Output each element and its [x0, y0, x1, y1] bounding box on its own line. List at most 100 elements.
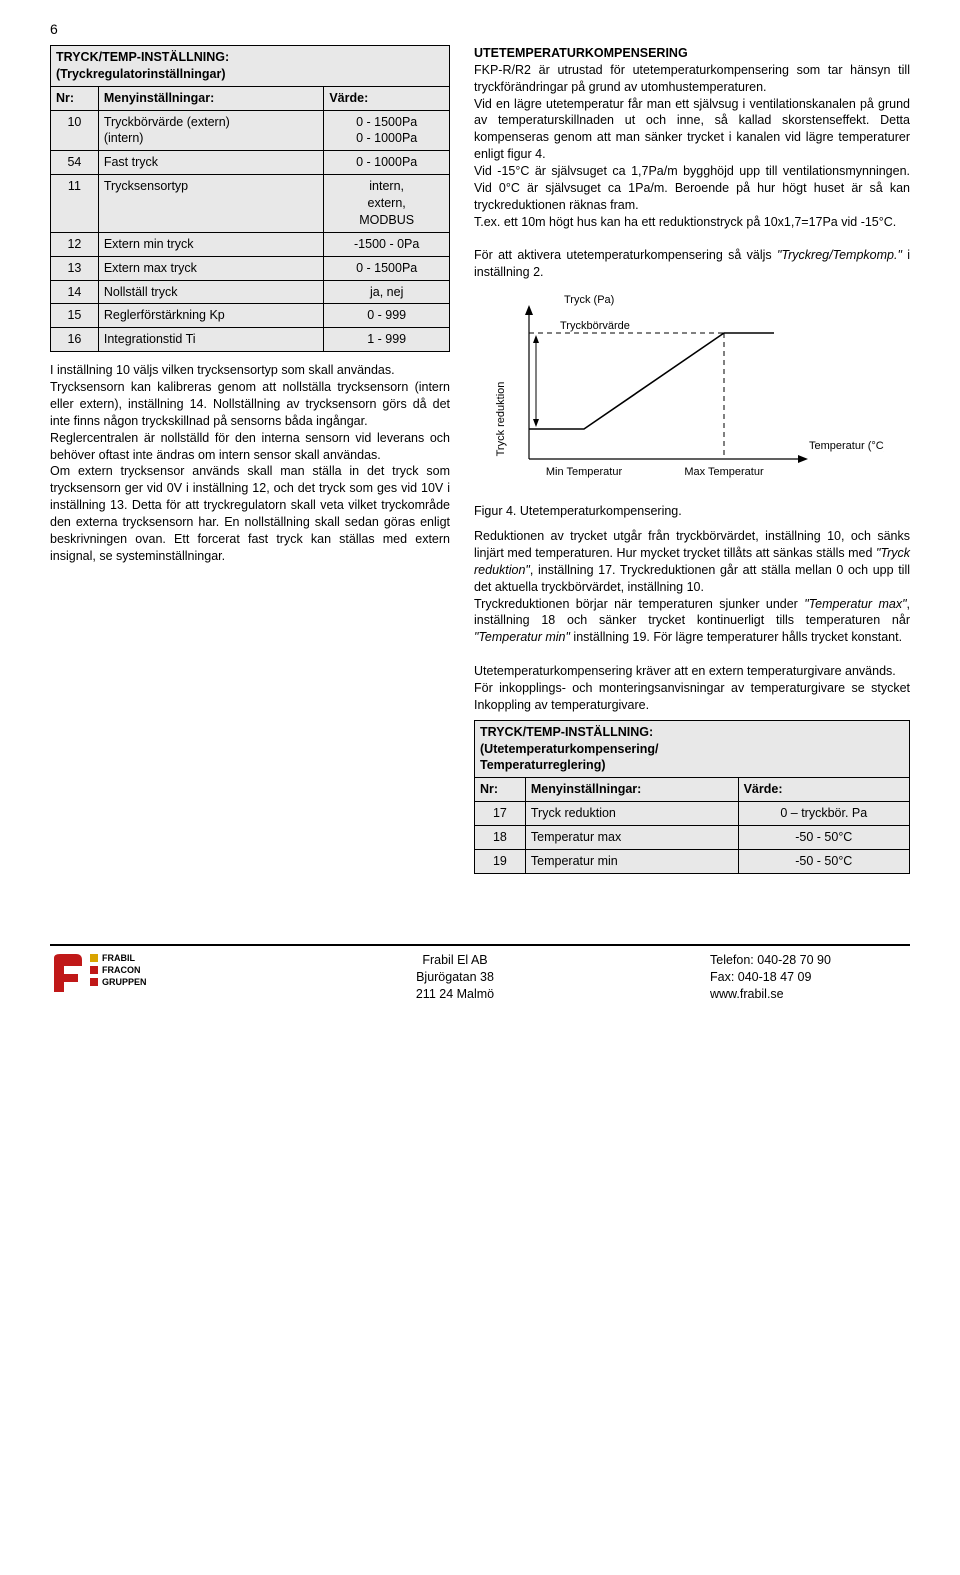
- table2-title-line1: TRYCK/TEMP-INSTÄLLNING:: [480, 725, 653, 739]
- right-para-1: FKP-R/R2 är utrustad för utetemperaturko…: [474, 63, 910, 94]
- settings-table-1: TRYCK/TEMP-INSTÄLLNING: (Tryckregulatori…: [50, 45, 450, 352]
- table-cell: Reglerförstärkning Kp: [98, 304, 323, 328]
- chart-x-tick-min: Min Temperatur: [546, 466, 623, 478]
- left-para-1: I inställning 10 väljs vilken trycksenso…: [50, 362, 450, 379]
- table-cell: -50 - 50°C: [738, 849, 909, 873]
- right-intro: UTETEMPERATURKOMPENSERING FKP-R/R2 är ut…: [474, 45, 910, 96]
- right-column: UTETEMPERATURKOMPENSERING FKP-R/R2 är ut…: [474, 45, 910, 884]
- right-heading: UTETEMPERATURKOMPENSERING: [474, 46, 688, 60]
- two-column-layout: TRYCK/TEMP-INSTÄLLNING: (Tryckregulatori…: [50, 45, 910, 884]
- table-cell: 17: [475, 802, 526, 826]
- table-cell: Nollställ tryck: [98, 280, 323, 304]
- right-para7d: "Temperatur min": [474, 630, 570, 644]
- brand-color-square: [90, 978, 98, 986]
- chart-top-label: Tryck (Pa): [564, 294, 614, 306]
- chart-figure-4: Tryck (Pa) Tryck reduktion Tryckbörvärde: [474, 289, 910, 499]
- table-cell: Tryckbörvärde (extern) (intern): [98, 110, 323, 151]
- brand-color-square: [90, 966, 98, 974]
- table-cell: Fast tryck: [98, 151, 323, 175]
- right-para7a: Tryckreduktionen börjar när temperaturen…: [474, 597, 804, 611]
- table-cell: 13: [51, 256, 99, 280]
- right-para-3: Vid -15°C är självsuget ca 1,7Pa/m byggh…: [474, 163, 910, 214]
- footer-company: Frabil El AB: [240, 952, 670, 969]
- footer-brand-line: GRUPPEN: [90, 976, 200, 988]
- table-cell: 19: [475, 849, 526, 873]
- brand-name: GRUPPEN: [102, 976, 147, 988]
- footer-brand-line: FRACON: [90, 964, 200, 976]
- footer-contact: Telefon: 040-28 70 90 Fax: 040-18 47 09 …: [710, 952, 910, 1003]
- chart-x-label: Temperatur (°C): [809, 440, 884, 452]
- right-para-4: T.ex. ett 10m högt hus kan ha ett redukt…: [474, 214, 910, 231]
- brand-name: FRACON: [102, 964, 141, 976]
- footer-addr1: Bjurögatan 38: [240, 969, 670, 986]
- table2-title-line2: (Utetemperaturkompensering/: [480, 742, 659, 756]
- table2-head-value: Värde:: [738, 778, 909, 802]
- table2-head-nr: Nr:: [475, 778, 526, 802]
- table-cell: 0 – tryckbör. Pa: [738, 802, 909, 826]
- right-para6c: , inställning 17. Tryckreduktionen går a…: [474, 563, 910, 594]
- table1-head-value: Värde:: [324, 86, 450, 110]
- figure-4-caption: Figur 4. Utetemperaturkompensering.: [474, 503, 910, 520]
- footer-brand-line: FRABIL: [90, 952, 200, 964]
- left-para-4: Om extern trycksensor används skall man …: [50, 463, 450, 564]
- table1-head-label: Menyinställningar:: [98, 86, 323, 110]
- right-para-9: För inkopplings- och monteringsanvisning…: [474, 680, 910, 714]
- brand-name: FRABIL: [102, 952, 135, 964]
- chart-setpoint-label: Tryckbörvärde: [560, 320, 630, 332]
- right-para-2: Vid en lägre utetemperatur får man ett s…: [474, 96, 910, 164]
- table-cell: -1500 - 0Pa: [324, 232, 450, 256]
- chart-red-arrow-up: [533, 335, 539, 343]
- table-cell: 12: [51, 232, 99, 256]
- table2-head-label: Menyinställningar:: [525, 778, 738, 802]
- right-para-5: För att aktivera utetemperaturkompenseri…: [474, 247, 910, 281]
- table-cell: 16: [51, 328, 99, 352]
- table1-title-line1: TRYCK/TEMP-INSTÄLLNING:: [56, 50, 229, 64]
- chart-red-arrow-down: [533, 419, 539, 427]
- chart-y-label: Tryck reduktion: [495, 382, 507, 457]
- brand-color-square: [90, 954, 98, 962]
- page-number: 6: [50, 20, 910, 39]
- table-cell: 0 - 999: [324, 304, 450, 328]
- footer-tel: Telefon: 040-28 70 90: [710, 952, 910, 969]
- chart-curve: [529, 333, 774, 429]
- footer-logo: FRABILFRACONGRUPPEN: [50, 952, 200, 994]
- table2-title: TRYCK/TEMP-INSTÄLLNING: (Utetemperaturko…: [475, 720, 910, 778]
- right-para5a: För att aktivera utetemperaturkompenseri…: [474, 248, 777, 262]
- table-cell: Trycksensortyp: [98, 175, 323, 233]
- chart-y-arrow: [525, 305, 533, 315]
- settings-table-2: TRYCK/TEMP-INSTÄLLNING: (Utetemperaturko…: [474, 720, 910, 874]
- footer-web: www.frabil.se: [710, 986, 910, 1003]
- table1-title-line2: (Tryckregulatorinställningar): [56, 67, 225, 81]
- right-para5b: "Tryckreg/Tempkomp.": [777, 248, 902, 262]
- table-cell: 0 - 1500Pa: [324, 256, 450, 280]
- table-cell: Tryck reduktion: [525, 802, 738, 826]
- table-cell: Extern max tryck: [98, 256, 323, 280]
- chart-x-arrow: [798, 455, 808, 463]
- right-para-8: Utetemperaturkompensering kräver att en …: [474, 663, 910, 680]
- footer-address: Frabil El AB Bjurögatan 38 211 24 Malmö: [240, 952, 670, 1003]
- table-cell: 0 - 1500Pa 0 - 1000Pa: [324, 110, 450, 151]
- table1-head-nr: Nr:: [51, 86, 99, 110]
- table-cell: 15: [51, 304, 99, 328]
- table2-title-line3: Temperaturreglering): [480, 758, 606, 772]
- left-column: TRYCK/TEMP-INSTÄLLNING: (Tryckregulatori…: [50, 45, 450, 884]
- table-cell: Extern min tryck: [98, 232, 323, 256]
- left-para-3: Reglercentralen är nollställd för den in…: [50, 430, 450, 464]
- footer-addr2: 211 24 Malmö: [240, 986, 670, 1003]
- table-cell: Temperatur min: [525, 849, 738, 873]
- table-cell: ja, nej: [324, 280, 450, 304]
- table-cell: 11: [51, 175, 99, 233]
- table-cell: -50 - 50°C: [738, 826, 909, 850]
- page-footer: FRABILFRACONGRUPPEN Frabil El AB Bjuröga…: [50, 944, 910, 1003]
- right-para7b: "Temperatur max": [804, 597, 906, 611]
- right-para-7: Tryckreduktionen börjar när temperaturen…: [474, 596, 910, 647]
- logo-icon: [50, 952, 86, 994]
- right-para6a: Reduktionen av trycket utgår från tryckb…: [474, 529, 910, 560]
- chart-svg: Tryck (Pa) Tryck reduktion Tryckbörvärde: [474, 289, 884, 499]
- table-cell: 54: [51, 151, 99, 175]
- table-cell: Integrationstid Ti: [98, 328, 323, 352]
- table-cell: 10: [51, 110, 99, 151]
- table-cell: 1 - 999: [324, 328, 450, 352]
- table-cell: 0 - 1000Pa: [324, 151, 450, 175]
- left-para-2: Trycksensorn kan kalibreras genom att no…: [50, 379, 450, 430]
